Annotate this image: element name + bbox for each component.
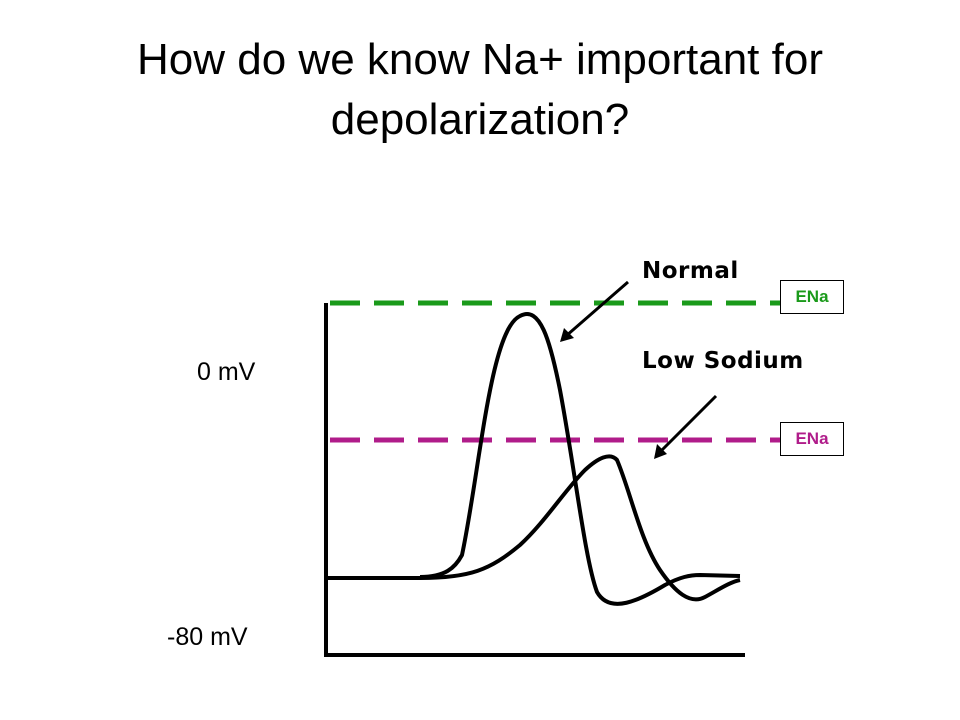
title-line-1: How do we know Na+ important for [137, 35, 823, 84]
y-label-minus-80-mv: -80 mV [167, 623, 248, 651]
normal-action-potential-curve [419, 312, 741, 606]
low-sodium-pointer-arrow [658, 394, 718, 454]
normal-curve-label: Normal [642, 258, 739, 284]
title-line-2: depolarization? [330, 95, 630, 144]
y-label-zero-mv: 0 mV [197, 358, 256, 386]
ena-normal-label: ENa [780, 280, 844, 314]
low-sodium-pointer-arrowhead [654, 444, 667, 459]
low-sodium-curve-label: Low Sodium [642, 348, 804, 374]
ena-low-sodium-label: ENa [780, 422, 844, 456]
normal-pointer-arrow [565, 280, 629, 338]
slide-title: How do we know Na+ important for depolar… [0, 30, 960, 150]
normal-pointer-arrowhead [560, 328, 574, 342]
low-sodium-action-potential-curve [419, 454, 741, 602]
